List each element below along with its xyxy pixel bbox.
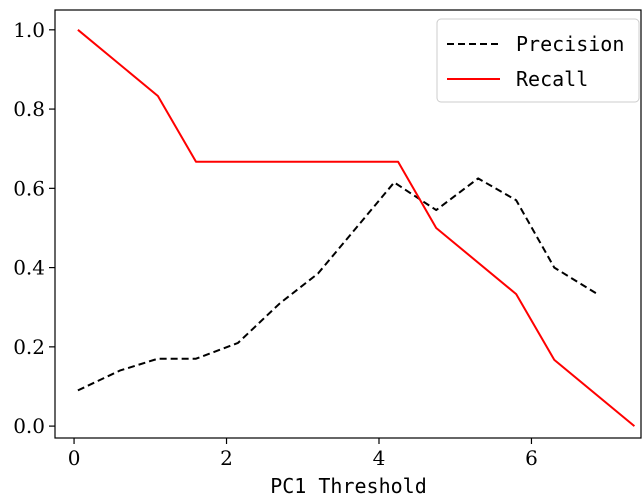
- x-axis-label: PC1 Threshold: [270, 474, 427, 498]
- x-axis-ticks: 0 2 4 6: [68, 438, 538, 470]
- y-axis-ticks: 0.0 0.2 0.4 0.6 0.8 1.0: [13, 18, 55, 438]
- y-tick-label: 0.4: [13, 256, 45, 280]
- legend-label-precision: Precision: [516, 32, 624, 56]
- x-tick-label: 2: [220, 446, 233, 470]
- x-tick-label: 4: [373, 446, 386, 470]
- plot-frame: [54, 9, 642, 439]
- series-line-recall: [77, 29, 636, 427]
- x-tick-label: 6: [525, 446, 538, 470]
- legend-box: [436, 18, 640, 103]
- legend-label-recall: Recall: [516, 67, 588, 91]
- x-tick-label: 0: [68, 446, 81, 470]
- y-tick-label: 0.0: [13, 414, 45, 438]
- y-tick-label: 0.8: [13, 97, 45, 121]
- series-line-precision: [77, 177, 597, 392]
- y-tick-label: 0.2: [13, 335, 45, 359]
- y-tick-label: 1.0: [13, 18, 45, 42]
- y-tick-label: 0.6: [13, 176, 45, 200]
- legend: Precision Recall: [436, 18, 640, 103]
- series-lines: [77, 29, 636, 427]
